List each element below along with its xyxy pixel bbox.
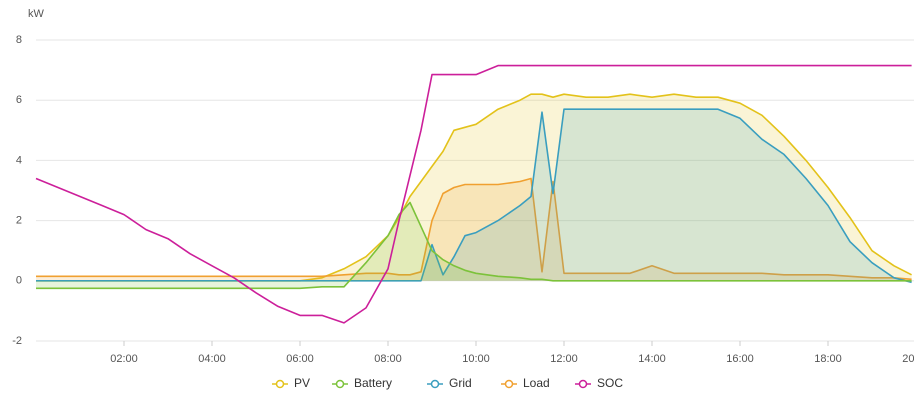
y-tick-label: -2: [12, 335, 22, 347]
x-tick-label: 20:00: [902, 353, 914, 365]
legend-item[interactable]: Battery: [332, 376, 392, 390]
x-tick-label: 02:00: [110, 353, 138, 365]
x-tick-label: 06:00: [286, 353, 314, 365]
legend-marker: [275, 379, 285, 389]
y-tick-label: 6: [16, 94, 22, 106]
legend-marker: [504, 379, 514, 389]
legend-label: SOC: [597, 376, 623, 390]
legend-item[interactable]: Grid: [427, 376, 472, 390]
y-tick-label: 2: [16, 215, 22, 227]
series-line: [35, 64, 912, 324]
x-tick-label: 14:00: [638, 353, 666, 365]
x-tick-label: 16:00: [726, 353, 754, 365]
x-tick-label: 10:00: [462, 353, 490, 365]
y-tick-label: 0: [16, 275, 22, 287]
legend-label: Grid: [449, 376, 472, 390]
series-line: [36, 108, 912, 284]
x-tick-label: 18:00: [814, 353, 842, 365]
series-area: [36, 178, 912, 281]
legend-item[interactable]: PV: [272, 376, 310, 390]
legend-marker: [578, 379, 588, 389]
x-tick-label: 08:00: [374, 353, 402, 365]
legend-marker: [430, 379, 440, 389]
legend-item[interactable]: SOC: [575, 376, 623, 390]
legend-label: PV: [294, 376, 310, 390]
y-tick-label: 8: [16, 34, 22, 46]
y-tick-label: 4: [16, 154, 22, 166]
x-tick-label: 04:00: [198, 353, 226, 365]
legend-marker: [335, 379, 345, 389]
legend-label: Battery: [354, 376, 392, 390]
legend-label: Load: [523, 376, 550, 390]
series-area: [36, 109, 912, 283]
y-axis-label: kW: [28, 8, 45, 20]
x-tick-label: 12:00: [550, 353, 578, 365]
series-area: [36, 94, 912, 281]
legend-item[interactable]: Load: [501, 376, 550, 390]
series-line: [36, 201, 912, 290]
series-line: [36, 177, 912, 281]
